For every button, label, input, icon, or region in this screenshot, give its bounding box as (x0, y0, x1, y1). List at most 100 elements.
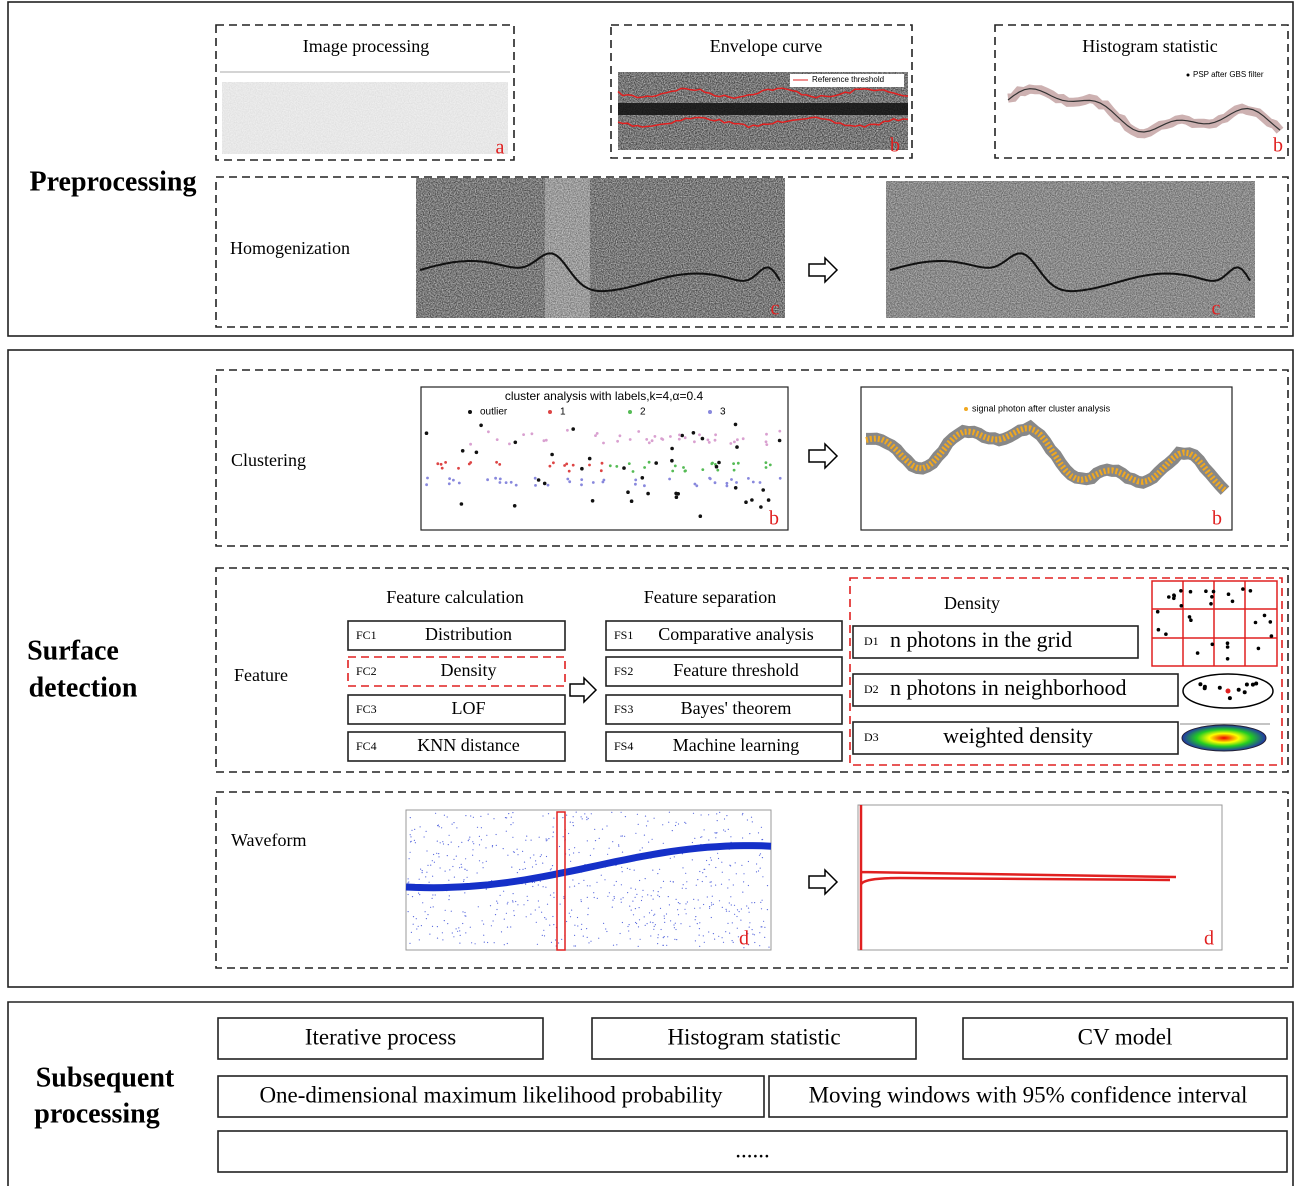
scatter-dot (547, 904, 548, 905)
scatter-dot (526, 916, 527, 917)
scatter-dot (580, 467, 584, 471)
grid-icon (1152, 581, 1277, 666)
scatter-dot (571, 427, 575, 431)
scatter-dot (655, 924, 656, 925)
scatter-dot (483, 935, 484, 936)
scatter-dot (612, 907, 613, 908)
scatter-dot (512, 901, 513, 902)
scatter-dot (653, 929, 654, 930)
scatter-dot (530, 914, 531, 915)
plot-title: cluster analysis with labels,k=4,α=0.4 (505, 389, 704, 403)
scatter-dot (715, 465, 719, 469)
panel-title: Clustering (231, 450, 306, 470)
scatter-dot (572, 822, 573, 823)
scatter-dot (669, 812, 670, 813)
scatter-dot (514, 915, 515, 916)
scatter-dot (762, 900, 763, 901)
scatter-dot (588, 942, 589, 943)
scatter-dot (754, 902, 755, 903)
scatter-dot (703, 904, 704, 905)
grid-point (1241, 587, 1245, 591)
scatter-dot (704, 869, 705, 870)
scatter-dot (491, 925, 492, 926)
scatter-dot (716, 469, 719, 472)
scatter-dot (447, 855, 448, 856)
scatter-dot (748, 908, 749, 909)
scatter-dot (594, 897, 595, 898)
scatter-dot (664, 915, 665, 916)
scatter-dot (645, 925, 646, 926)
scatter-dot (620, 933, 621, 934)
scatter-dot (678, 438, 681, 441)
scatter-dot (499, 478, 502, 481)
scatter-dot (657, 895, 658, 896)
scatter-dot (657, 937, 658, 938)
section-title: Subsequent (36, 1062, 175, 1093)
surface-line (1008, 89, 1280, 132)
scatter-dot (752, 821, 753, 822)
scatter-dot (624, 836, 625, 837)
scatter-dot (723, 829, 724, 830)
scatter-dot (448, 880, 449, 881)
scatter-dot (767, 909, 768, 910)
scatter-dot (472, 849, 473, 850)
scatter-dot (661, 438, 664, 441)
scatter-dot (642, 896, 643, 897)
scatter-dot (743, 881, 744, 882)
scatter-dot (469, 839, 470, 840)
legend-text: Reference threshold (812, 75, 884, 84)
scatter-dot (506, 913, 507, 914)
scatter-dot (727, 887, 728, 888)
scatter-dot (416, 928, 417, 929)
scatter-dot (542, 815, 543, 816)
scatter-dot (726, 482, 729, 485)
scatter-dot (729, 911, 730, 912)
section-title: Surface (27, 635, 119, 666)
scatter-dot (436, 853, 437, 854)
scatter-dot (452, 479, 455, 482)
scatter-dot (662, 824, 663, 825)
neighbor-point (1203, 685, 1207, 689)
scatter-dot (683, 884, 684, 885)
scatter-dot (641, 900, 642, 901)
scatter-dot (553, 892, 554, 893)
scatter-dot (682, 888, 683, 889)
scatter-dot (575, 945, 576, 946)
scatter-dot (588, 908, 589, 909)
grid-point (1226, 641, 1230, 645)
scatter-dot (418, 893, 419, 894)
scatter-dot (465, 815, 466, 816)
scatter-dot (419, 879, 420, 880)
scatter-dot (586, 928, 587, 929)
scatter-dot (701, 836, 702, 837)
neighbor-point (1237, 688, 1241, 692)
scatter-dot (699, 922, 700, 923)
scatter-dot (468, 463, 471, 466)
scatter-dot (670, 459, 674, 463)
scatter-dot (600, 469, 603, 472)
scatter-dot (578, 883, 579, 884)
scatter-dot (639, 907, 640, 908)
scatter-dot (597, 898, 598, 899)
scatter-dot (670, 858, 671, 859)
scatter-dot (464, 869, 465, 870)
scatter-dot (754, 934, 755, 935)
scatter-dot (682, 867, 683, 868)
scatter-dot (651, 910, 652, 911)
scatter-dot (759, 855, 760, 856)
scatter-dot (545, 439, 548, 442)
scatter-dot (719, 812, 720, 813)
scatter-dot (523, 904, 524, 905)
scatter-dot (634, 479, 637, 482)
grid-point (1157, 628, 1161, 632)
scatter-dot (601, 462, 604, 465)
scatter-dot (591, 813, 592, 814)
scatter-dot (711, 917, 712, 918)
scatter-dot (697, 923, 698, 924)
scatter-dot (462, 923, 463, 924)
scatter-dot (470, 815, 471, 816)
scatter-dot (409, 858, 410, 859)
arrow (809, 870, 837, 894)
scatter-dot (578, 852, 579, 853)
scatter-dot (560, 904, 561, 905)
